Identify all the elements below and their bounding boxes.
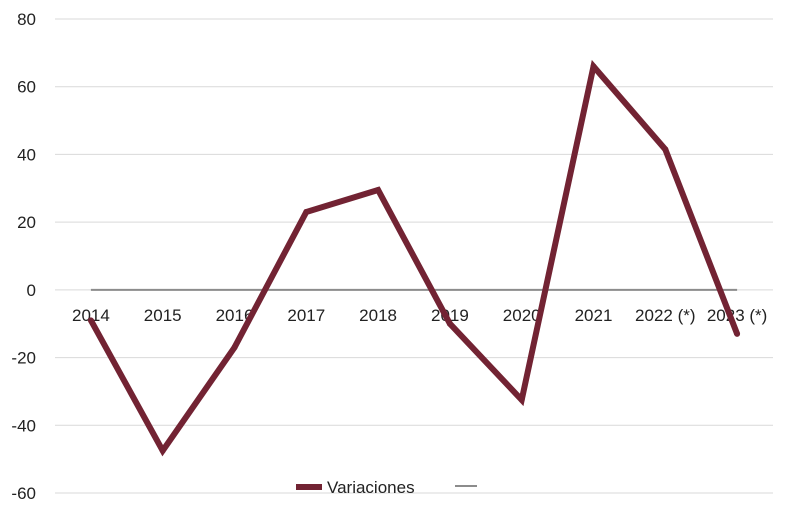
y-tick-label: -40: [11, 416, 36, 435]
y-tick-label: -60: [11, 484, 36, 503]
series-lines: [87, 59, 741, 457]
y-tick-label: 60: [17, 78, 36, 97]
y-tick-label: 40: [17, 145, 36, 164]
y-tick-label: 80: [17, 10, 36, 29]
data-point: [662, 146, 669, 153]
x-tick-label: 2021: [575, 306, 613, 325]
data-point: [303, 208, 310, 215]
legend-label-variaciones: Variaciones: [327, 478, 415, 497]
x-tick-label: 2018: [359, 306, 397, 325]
y-tick-label: -20: [11, 349, 36, 368]
x-tick-label: 2015: [144, 306, 182, 325]
y-tick-label: 20: [17, 213, 36, 232]
data-point: [518, 396, 525, 403]
series-line-variaciones: [88, 59, 740, 457]
x-tick-label: 2020: [503, 306, 541, 325]
x-tick-label: 2023 (*): [707, 306, 767, 325]
x-tick-label: 2014: [72, 306, 110, 325]
y-axis-tick-labels: 80 60 40 20 0 -20 -40 -60: [11, 10, 36, 503]
data-point: [590, 63, 597, 70]
x-tick-label: 2022 (*): [635, 306, 695, 325]
data-point: [231, 344, 238, 351]
data-point: [159, 447, 166, 454]
data-point: [87, 317, 94, 324]
data-point: [734, 330, 741, 337]
x-axis-tick-labels: 2014 2015 2016 2017 2018 2019 2020 2021 2022 (*)…: [72, 306, 767, 325]
data-point: [446, 320, 453, 327]
x-tick-label: 2017: [287, 306, 325, 325]
data-point: [375, 186, 382, 193]
y-tick-label: 0: [27, 281, 36, 300]
legend: Variaciones: [296, 478, 477, 497]
x-tick-label: 2016: [216, 306, 254, 325]
